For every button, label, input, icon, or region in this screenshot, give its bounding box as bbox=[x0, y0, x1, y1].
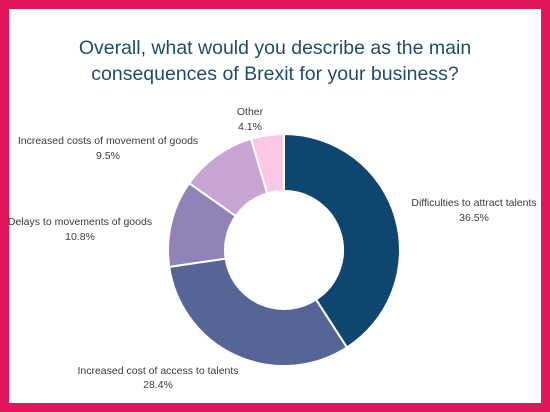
slice-label-delays-value: 10.8% bbox=[65, 231, 95, 243]
slice-other bbox=[249, 132, 285, 195]
chart-title-line-1: Overall, what would you describe as the … bbox=[78, 37, 472, 59]
slice-cost-talents bbox=[168, 257, 349, 367]
slice-label-cost-talents-name: Increased cost of access to talents bbox=[77, 365, 238, 377]
slice-difficulties bbox=[283, 132, 401, 349]
slice-label-costs-goods-name: Increased costs of movement of goods bbox=[18, 135, 198, 147]
slice-label-other: Other 4.1% bbox=[237, 106, 264, 133]
slice-label-difficulties-value: 36.5% bbox=[459, 212, 489, 224]
slice-label-other-name: Other bbox=[237, 106, 264, 118]
slice-label-delays: Delays to movements of goods 10.8% bbox=[8, 216, 152, 243]
slice-label-cost-talents: Increased cost of access to talents 28.4… bbox=[77, 365, 238, 391]
chart-title: Overall, what would you describe as the … bbox=[29, 35, 521, 87]
chart-title-line-2: consequences of Brexit for your business… bbox=[91, 63, 459, 85]
slice-label-difficulties: Difficulties to attract talents 36.5% bbox=[411, 197, 536, 224]
slice-label-delays-name: Delays to movements of goods bbox=[8, 216, 152, 228]
slice-label-other-value: 4.1% bbox=[238, 121, 262, 133]
donut-slices bbox=[167, 132, 401, 367]
slice-label-costs-goods-value: 9.5% bbox=[96, 150, 120, 162]
slice-label-cost-talents-value: 28.4% bbox=[143, 379, 173, 391]
slice-label-difficulties-name: Difficulties to attract talents bbox=[411, 197, 536, 209]
slice-label-costs-goods: Increased costs of movement of goods 9.5… bbox=[18, 135, 198, 162]
